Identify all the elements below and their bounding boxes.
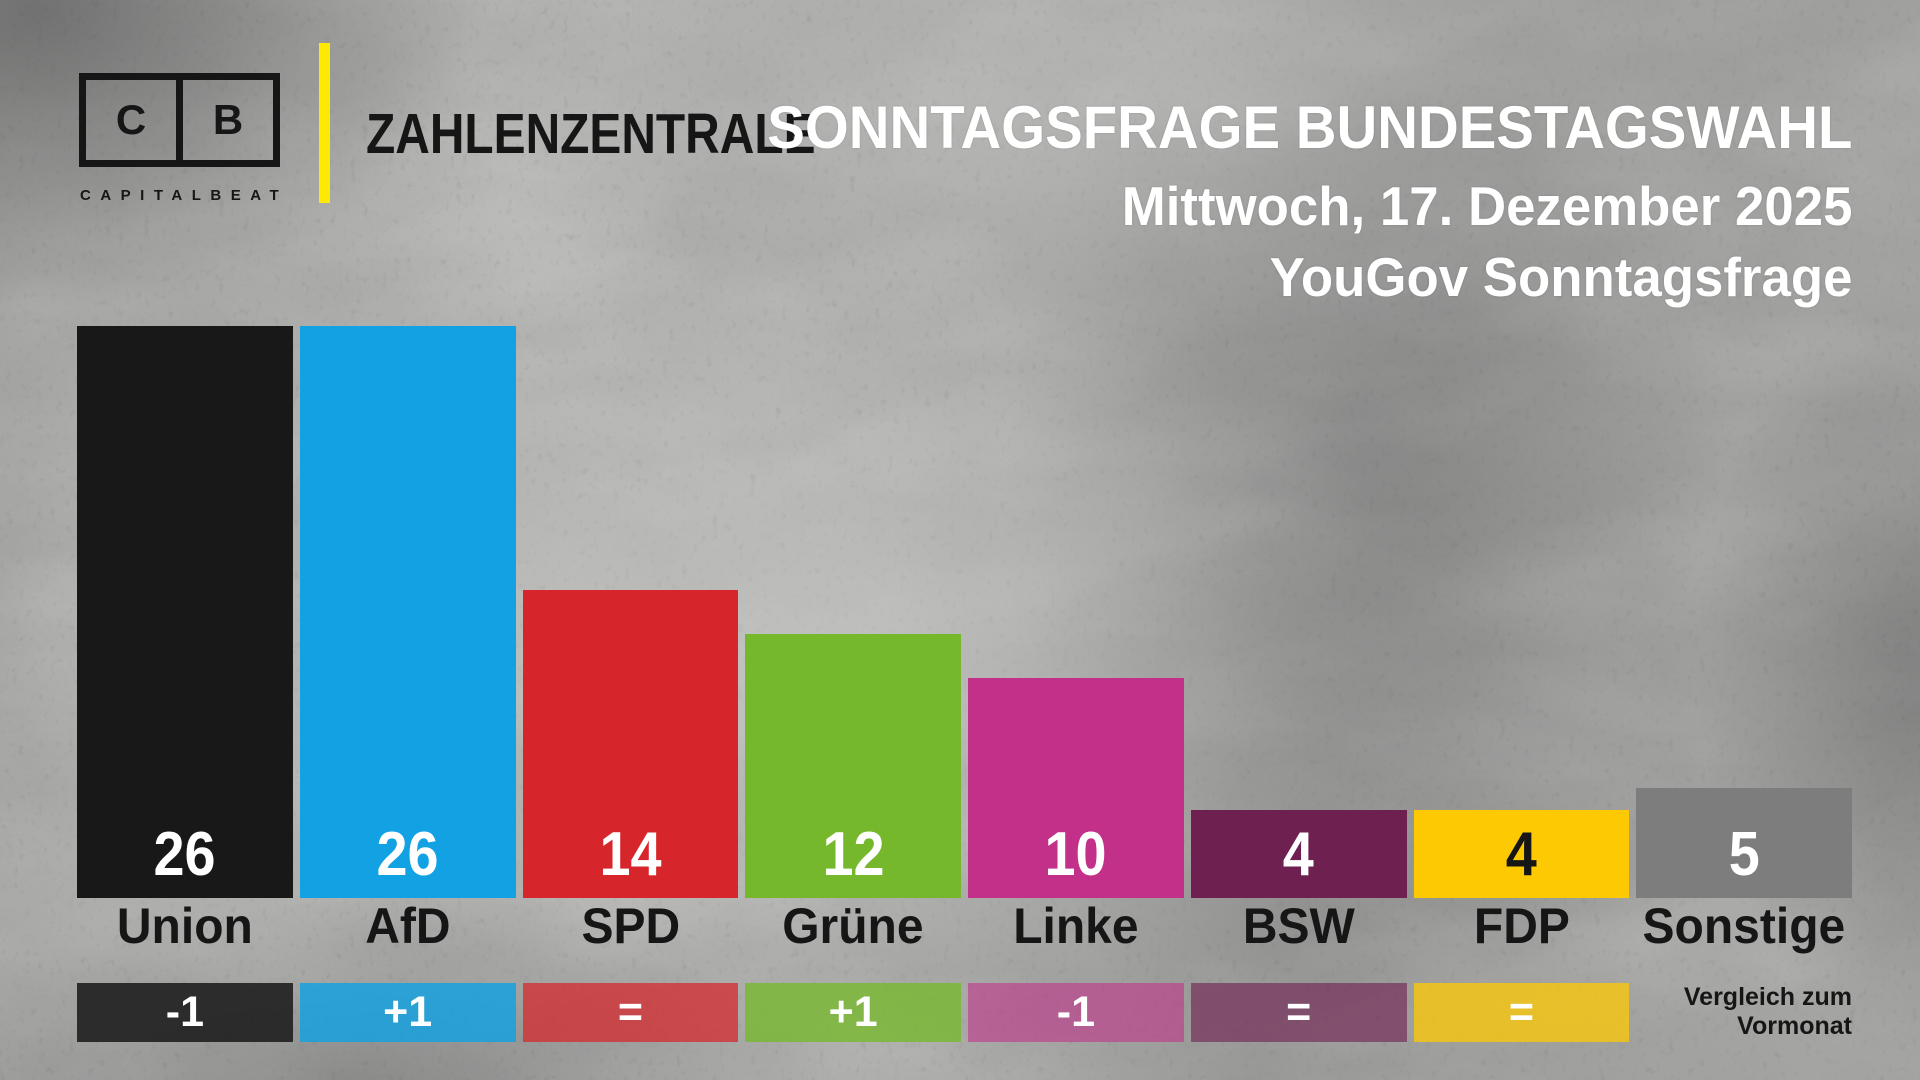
party-value-label: 14 [599, 820, 662, 889]
footnote-line: Vergleich zum [1683, 983, 1852, 1011]
party-column: 4 BSW = [1190, 0, 1407, 1042]
party-value-label: 4 [1505, 820, 1537, 889]
party-bar: 12 [745, 634, 961, 898]
capitalbeat-logo: C B [79, 73, 280, 167]
yellow-divider-bar [319, 43, 330, 203]
party-bar: 5 [1636, 788, 1852, 898]
logo-letter-b: B [176, 80, 273, 160]
party-change-badge: = [1190, 983, 1407, 1042]
party-name-label: Sonstige [1642, 898, 1846, 954]
party-change-badge: = [1413, 983, 1630, 1042]
party-bar: 4 [1413, 810, 1630, 898]
party-column: 10 Linke -1 [968, 0, 1184, 1042]
party-bar: 14 [522, 590, 739, 898]
footnote-line: Vormonat [1737, 1012, 1852, 1040]
logo-wordmark: CAPITALBEAT [80, 187, 289, 204]
logo-letter-c: C [115, 96, 147, 143]
party-bar: 26 [299, 326, 516, 898]
party-change-badge: +1 [299, 983, 516, 1042]
page-title: SONNTAGSFRAGE BUNDESTAGSWAHL [766, 94, 1852, 161]
party-column: 26 AfD +1 [299, 0, 516, 1042]
party-name-label: Linke [1013, 898, 1139, 954]
party-change-badge: +1 [745, 983, 961, 1042]
series-title: ZAHLENZENTRALE [366, 102, 816, 166]
party-value-label: 5 [1728, 820, 1760, 889]
party-value-label: 26 [376, 820, 439, 889]
party-bar: 26 [77, 326, 293, 898]
source-line: YouGov Sonntagsfrage [1269, 246, 1852, 308]
header-block: SONNTAGSFRAGE BUNDESTAGSWAHL Mittwoch, 1… [698, 98, 1852, 321]
party-column: 5 Sonstige Vergleich zum Vormonat [1636, 0, 1852, 1042]
party-value-label: 12 [822, 820, 885, 889]
party-column: 26 Union -1 [77, 0, 293, 1042]
party-name-label: SPD [581, 898, 680, 954]
party-value-label: 10 [1044, 820, 1107, 889]
footnote-vergleich-zum-vormonat: Vergleich zum Vormonat [1636, 981, 1852, 1043]
party-bar: 10 [968, 678, 1184, 898]
party-name-label: FDP [1473, 898, 1570, 954]
party-value-label: 4 [1283, 820, 1315, 889]
party-name-label: BSW [1242, 898, 1355, 954]
date-line: Mittwoch, 17. Dezember 2025 [1121, 175, 1852, 237]
party-change-badge: = [522, 983, 739, 1042]
party-value-label: 26 [153, 820, 216, 889]
party-bar: 4 [1190, 810, 1407, 898]
chart: 26 Union -1 26 AfD +1 14 SPD = 12 Grüne [77, 0, 1852, 1042]
party-change-badge: -1 [77, 983, 293, 1042]
party-column: 4 FDP = [1413, 0, 1630, 1042]
party-change-badge: -1 [968, 983, 1184, 1042]
party-name-label: AfD [364, 898, 451, 954]
party-column: 14 SPD = [522, 0, 739, 1042]
party-column: 12 Grüne +1 [745, 0, 961, 1042]
party-name-label: Grüne [782, 898, 924, 954]
party-name-label: Union [116, 898, 253, 954]
